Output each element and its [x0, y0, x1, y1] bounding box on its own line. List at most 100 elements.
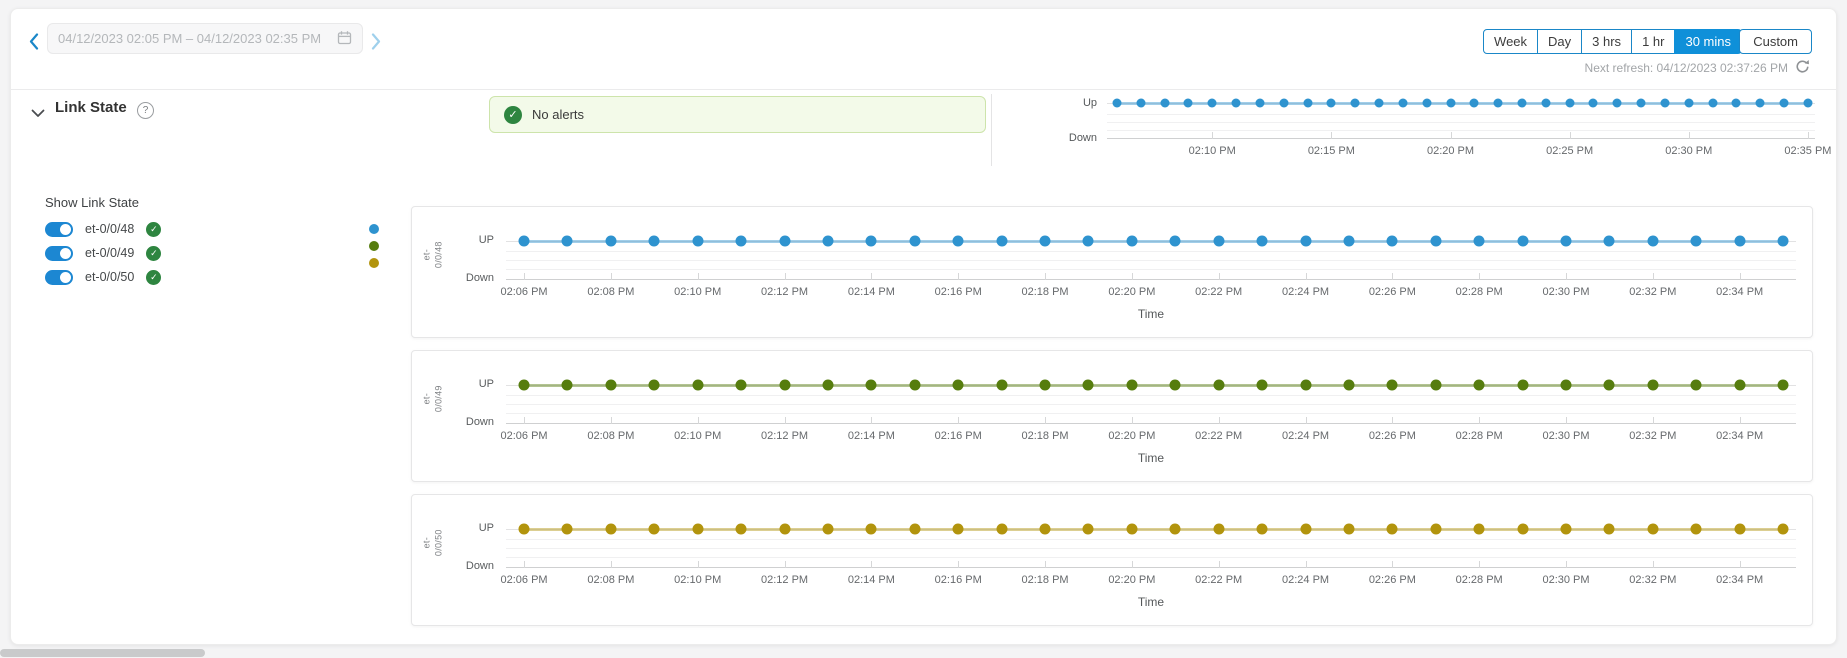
calendar-icon[interactable] [337, 30, 352, 48]
x-tick [1305, 417, 1307, 424]
x-tick [1807, 132, 1809, 139]
data-point [1082, 379, 1094, 391]
x-tick-label: 02:24 PM [1281, 574, 1330, 586]
dashboard-card: 04/12/2023 02:05 PM – 04/12/2023 02:35 P… [10, 8, 1837, 645]
data-point [1343, 523, 1355, 535]
x-tick [1131, 273, 1133, 280]
data-point [1300, 235, 1312, 247]
x-tick-label: 02:24 PM [1281, 286, 1330, 298]
gridline [1107, 114, 1815, 115]
x-tick [1566, 273, 1568, 280]
next-time-window-button[interactable] [369, 31, 383, 55]
gridline [506, 269, 1796, 270]
horizontal-scrollbar-thumb[interactable] [0, 649, 205, 657]
data-point [1169, 523, 1181, 535]
gridline [506, 413, 1796, 414]
data-point [518, 379, 530, 391]
toggle-et-0/0/48[interactable] [45, 221, 73, 237]
range-button-30-mins[interactable]: 30 mins [1674, 29, 1742, 54]
data-point [1136, 98, 1146, 108]
data-point [1082, 523, 1094, 535]
data-point [952, 523, 964, 535]
data-point [1256, 523, 1268, 535]
data-point [1612, 98, 1622, 108]
x-tick-label: 02:14 PM [847, 286, 895, 298]
y-tick-down: Down [465, 560, 494, 572]
range-button-3-hrs[interactable]: 3 hrs [1581, 29, 1633, 54]
sidebar-title: Show Link State [45, 195, 139, 210]
x-tick-label: 02:34 PM [1716, 286, 1764, 298]
x-tick [1566, 561, 1568, 568]
section-collapse-button[interactable] [29, 104, 47, 123]
x-tick [784, 417, 786, 424]
data-point [1647, 379, 1659, 391]
data-point [1398, 98, 1408, 108]
x-tick-label: 02:08 PM [587, 286, 635, 298]
data-point [1169, 235, 1181, 247]
y-axis-label: et- 0/0/50 [414, 503, 452, 583]
legend-dot-et-0/0/49 [369, 241, 379, 251]
x-tick-label: 02:26 PM [1368, 574, 1416, 586]
x-tick [524, 561, 526, 568]
data-point [1343, 235, 1355, 247]
x-tick [1652, 273, 1654, 280]
x-tick [1739, 273, 1741, 280]
data-point [692, 523, 704, 535]
gridline [1107, 130, 1815, 131]
date-range-input[interactable]: 04/12/2023 02:05 PM – 04/12/2023 02:35 P… [47, 23, 363, 54]
data-point [1374, 98, 1384, 108]
status-ok-icon: ✓ [146, 269, 162, 285]
toggle-et-0/0/49[interactable] [45, 245, 73, 261]
gridline [506, 539, 1796, 540]
x-tick-label: 02:06 PM [500, 430, 548, 442]
range-button-day[interactable]: Day [1537, 29, 1583, 54]
link-toggle-row-et-0/0/50: et-0/0/50 ✓ [45, 265, 162, 289]
data-point [1213, 523, 1225, 535]
x-tick [1218, 561, 1220, 568]
data-point [1430, 235, 1442, 247]
data-point [1386, 379, 1398, 391]
toggle-et-0/0/50[interactable] [45, 269, 73, 285]
data-point [735, 379, 747, 391]
x-tick-label: 02:18 PM [1021, 430, 1069, 442]
gridline [506, 260, 1796, 261]
x-tick-label: 02:30 PM [1542, 286, 1590, 298]
x-tick [958, 417, 960, 424]
x-tick [1392, 561, 1394, 568]
x-tick-label: 02:32 PM [1629, 574, 1677, 586]
x-tick-label: 02:14 PM [847, 574, 895, 586]
help-icon[interactable]: ? [137, 102, 154, 119]
x-tick [871, 561, 873, 568]
y-axis-label: et- 0/0/48 [414, 215, 452, 295]
range-button-week[interactable]: Week [1483, 29, 1539, 54]
time-range-group: Week Day 3 hrs 1 hr 30 mins [1483, 29, 1742, 54]
data-point [1517, 523, 1529, 535]
data-point [1039, 523, 1051, 535]
previous-time-window-button[interactable] [27, 31, 41, 55]
check-circle-icon: ✓ [504, 105, 522, 124]
data-point [561, 235, 573, 247]
data-point [1473, 235, 1485, 247]
data-point [909, 235, 921, 247]
range-button-1-hr[interactable]: 1 hr [1631, 29, 1676, 54]
x-tick [1131, 561, 1133, 568]
x-tick [784, 561, 786, 568]
data-point [648, 379, 660, 391]
data-point [865, 523, 877, 535]
data-point [1126, 379, 1138, 391]
refresh-button[interactable] [1795, 59, 1810, 77]
link-state-chart-et-0/0/48: et- 0/0/48 UP Down 02:06 PM 02:08 PM 02:10 PM… [411, 206, 1813, 338]
port-name-rotated: et- 0/0/49 [421, 385, 443, 413]
data-point [1039, 379, 1051, 391]
data-point [735, 235, 747, 247]
data-point [1112, 98, 1122, 108]
link-state-chart-et-0/0/49: et- 0/0/49 UP Down 02:06 PM 02:08 PM 02:10 PM… [411, 350, 1813, 482]
x-tick-label: 02:16 PM [934, 430, 982, 442]
x-tick [1739, 561, 1741, 568]
data-point [561, 523, 573, 535]
custom-range-button[interactable]: Custom [1739, 29, 1812, 54]
x-tick-label: 02:24 PM [1281, 430, 1330, 442]
data-point [1755, 98, 1765, 108]
x-tick-label: 02:22 PM [1195, 430, 1243, 442]
data-point [692, 379, 704, 391]
